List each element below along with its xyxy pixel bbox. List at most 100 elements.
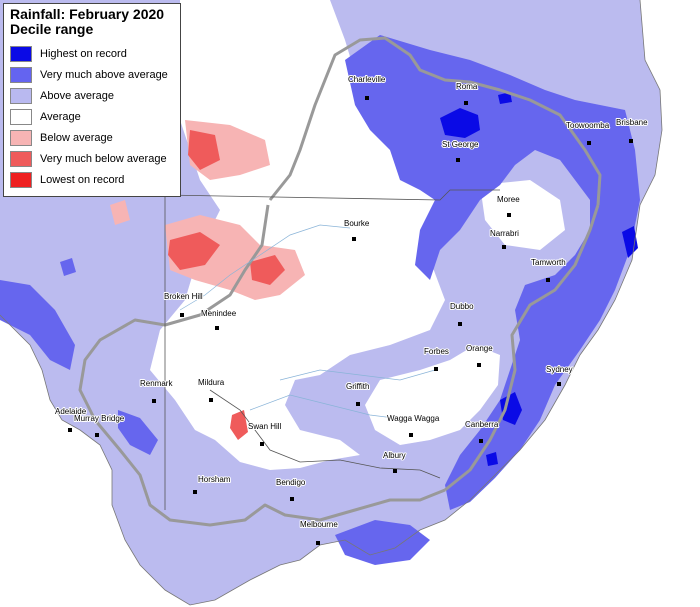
region-very-much-above-sa	[118, 410, 158, 455]
place-orange: Orange	[465, 343, 494, 367]
legend: Rainfall: February 2020 Decile range Hig…	[3, 3, 181, 197]
svg-text:Moree: Moree	[497, 195, 520, 204]
legend-item: Very much above average	[10, 64, 174, 85]
svg-text:Murray Bridge: Murray Bridge	[74, 414, 125, 423]
svg-text:Tamworth: Tamworth	[531, 258, 566, 267]
svg-text:St George: St George	[442, 140, 479, 149]
svg-text:Toowoomba: Toowoomba	[566, 121, 610, 130]
legend-label: Highest on record	[40, 47, 127, 60]
place-moree: Moree	[496, 194, 521, 217]
region-highest-coast-north	[622, 226, 638, 258]
place-bourke: Bourke	[343, 218, 371, 241]
legend-label: Very much below average	[40, 152, 167, 165]
svg-text:Mildura: Mildura	[198, 378, 225, 387]
coastline	[0, 0, 663, 606]
legend-subtitle: Decile range	[10, 21, 94, 37]
svg-text:Griffith: Griffith	[346, 382, 369, 391]
place-brisbane: Brisbane	[615, 117, 649, 143]
legend-swatch	[10, 150, 32, 167]
legend-item: Lowest on record	[10, 169, 174, 190]
place-narrabri: Narrabri	[489, 228, 520, 249]
place-sydney: Sydney	[545, 364, 574, 386]
svg-text:Roma: Roma	[456, 82, 478, 91]
svg-text:Melbourne: Melbourne	[300, 520, 338, 529]
place-albury: Albury	[382, 450, 407, 473]
svg-text:Renmark: Renmark	[140, 379, 173, 388]
place-dubbo: Dubbo	[449, 301, 475, 326]
legend-swatch	[10, 87, 32, 104]
place-mildura: Mildura	[197, 377, 226, 402]
region-very-much-below-swan-hill	[230, 410, 248, 440]
svg-text:Swan Hill: Swan Hill	[248, 422, 282, 431]
region-highest-st-george	[440, 108, 480, 138]
legend-item: Above average	[10, 85, 174, 106]
place-roma: Roma	[455, 81, 479, 105]
river-lachlan	[279, 369, 436, 381]
place-adelaide: Adelaide	[54, 406, 88, 432]
border-qld-nsw	[268, 36, 602, 206]
legend-swatch	[10, 45, 32, 62]
place-tamworth: Tamworth	[530, 257, 567, 282]
region-very-much-above-gippsland	[335, 520, 430, 565]
svg-text:Dubbo: Dubbo	[450, 302, 474, 311]
svg-text:Bendigo: Bendigo	[276, 478, 306, 487]
river-darling	[179, 224, 351, 311]
region-very-much-below-central-2	[250, 255, 285, 285]
place-charleville: Charleville	[347, 74, 387, 100]
region-very-much-below-north	[188, 130, 220, 170]
legend-item: Very much below average	[10, 148, 174, 169]
svg-text:Bourke: Bourke	[344, 219, 370, 228]
legend-swatch	[10, 129, 32, 146]
svg-text:Sydney: Sydney	[546, 365, 573, 374]
legend-item: Highest on record	[10, 43, 174, 64]
region-highest-canberra	[500, 392, 522, 425]
place-renmark: Renmark	[139, 378, 174, 403]
place-swan-hill: Swan Hill	[247, 421, 283, 446]
svg-text:Albury: Albury	[383, 451, 406, 460]
region-average-north	[280, 110, 345, 190]
thin-borders	[164, 189, 500, 510]
svg-text:Menindee: Menindee	[201, 309, 237, 318]
state-borders	[78, 36, 602, 527]
place-st-george: St George	[441, 139, 480, 162]
place-griffith: Griffith	[345, 381, 370, 406]
river-murrumbidgee	[249, 394, 411, 421]
place-menindee: Menindee	[200, 308, 238, 330]
region-very-much-above-east	[345, 35, 640, 510]
legend-label: Average	[40, 110, 81, 123]
svg-text:Brisbane: Brisbane	[616, 118, 648, 127]
border-qld-nsw-horizontal	[164, 189, 500, 201]
legend-title: Rainfall: February 2020	[10, 6, 165, 22]
svg-text:Adelaide: Adelaide	[55, 407, 87, 416]
place-toowoomba: Toowoomba	[565, 120, 611, 145]
place-bendigo: Bendigo	[275, 477, 307, 501]
svg-text:Narrabri: Narrabri	[490, 229, 519, 238]
region-very-much-above-small	[60, 258, 76, 276]
svg-text:Orange: Orange	[466, 344, 493, 353]
legend-swatch	[10, 108, 32, 125]
legend-rows: Highest on record Very much above averag…	[10, 43, 174, 190]
legend-label: Above average	[40, 89, 114, 102]
region-highest-roma	[498, 92, 512, 104]
place-horsham: Horsham	[193, 474, 232, 494]
svg-text:Charleville: Charleville	[348, 75, 386, 84]
legend-swatch	[10, 171, 32, 188]
places: Charleville Roma Toowoomba Brisbane St G…	[54, 74, 649, 545]
place-forbes: Forbes	[423, 346, 450, 371]
legend-label: Lowest on record	[40, 173, 125, 186]
svg-text:Broken Hill: Broken Hill	[164, 292, 203, 301]
region-very-much-above-west-coast	[0, 280, 75, 370]
legend-item: Below average	[10, 127, 174, 148]
svg-text:Horsham: Horsham	[198, 475, 231, 484]
svg-text:Forbes: Forbes	[424, 347, 449, 356]
place-murray-bridge: Murray Bridge	[73, 413, 126, 437]
border-murray-river	[209, 389, 441, 479]
border-vic-nsw	[444, 204, 600, 492]
region-very-much-below-central	[168, 232, 220, 270]
place-canberra: Canberra	[464, 419, 500, 443]
region-highest-south-coast	[486, 452, 498, 466]
region-below-average-small	[110, 200, 130, 225]
legend-swatch	[10, 66, 32, 83]
svg-text:Canberra: Canberra	[465, 420, 499, 429]
